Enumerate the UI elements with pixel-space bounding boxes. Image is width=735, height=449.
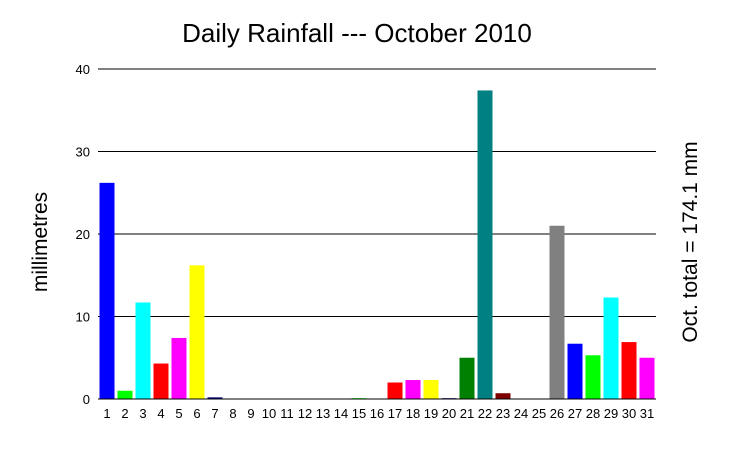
x-tick-label: 23	[496, 406, 510, 421]
chart-title: Daily Rainfall --- October 2010	[182, 18, 532, 48]
x-tick-label: 21	[460, 406, 474, 421]
bar-day-31	[639, 357, 655, 399]
x-tick-label: 9	[247, 406, 254, 421]
x-tick-label: 2	[121, 406, 128, 421]
x-tick-label: 10	[262, 406, 276, 421]
x-tick-label: 30	[622, 406, 636, 421]
x-tick-label: 4	[157, 406, 164, 421]
x-tick-label: 24	[514, 406, 528, 421]
x-tick-label: 25	[532, 406, 546, 421]
bar-day-29	[603, 297, 619, 399]
x-tick-label: 16	[370, 406, 384, 421]
x-tick-label: 6	[193, 406, 200, 421]
x-tick-label: 3	[139, 406, 146, 421]
bar-day-19	[423, 380, 439, 399]
bar-day-22	[477, 90, 493, 399]
bar-day-18	[405, 380, 421, 399]
x-tick-label: 1	[103, 406, 110, 421]
x-tick-label: 26	[550, 406, 564, 421]
x-tick-label: 28	[586, 406, 600, 421]
x-tick-label: 18	[406, 406, 420, 421]
x-tick-label: 20	[442, 406, 456, 421]
bar-day-17	[387, 382, 403, 399]
x-tick-label: 17	[388, 406, 402, 421]
bar-day-7	[207, 397, 223, 399]
bar-day-23	[495, 393, 511, 399]
bar-day-30	[621, 342, 637, 399]
bar-day-2	[117, 390, 133, 399]
bars	[99, 90, 655, 400]
bar-day-27	[567, 343, 583, 399]
bar-day-1	[99, 182, 115, 399]
x-tick-label: 11	[280, 406, 294, 421]
bar-day-21	[459, 357, 475, 399]
x-tick-label: 8	[229, 406, 236, 421]
x-tick-label: 5	[175, 406, 182, 421]
y-tick-label: 30	[76, 145, 90, 160]
y-tick-label: 40	[76, 62, 90, 77]
y-tick-label: 0	[83, 392, 90, 407]
bar-day-26	[549, 225, 565, 399]
x-tick-labels: 1 2 3 4 5 6 7 8 9 10 11 12 13 14 15 16 17 18 19 20 21 22 23 24 2…	[103, 406, 654, 421]
x-tick-label: 7	[211, 406, 218, 421]
bar-day-3	[135, 302, 151, 399]
x-tick-label: 31	[640, 406, 654, 421]
bar-day-4	[153, 363, 169, 399]
y-tick-label: 20	[76, 227, 90, 242]
y-tick-labels: 0 10 20 30 40	[76, 62, 90, 407]
y-tick-label: 10	[76, 310, 90, 325]
x-tick-label: 13	[316, 406, 330, 421]
x-tick-label: 22	[478, 406, 492, 421]
x-tick-label: 19	[424, 406, 438, 421]
gridlines	[98, 68, 656, 317]
monthly-total-annotation: Oct. total = 174.1 mm	[679, 141, 702, 342]
bar-day-28	[585, 355, 601, 399]
y-axis-label: millimetres	[29, 192, 52, 292]
x-tick-label: 29	[604, 406, 618, 421]
x-tick-label: 27	[568, 406, 582, 421]
bar-day-6	[189, 265, 205, 399]
x-tick-label: 14	[334, 406, 348, 421]
x-tick-label: 15	[352, 406, 366, 421]
x-tick-label: 12	[298, 406, 312, 421]
bar-day-5	[171, 337, 187, 399]
